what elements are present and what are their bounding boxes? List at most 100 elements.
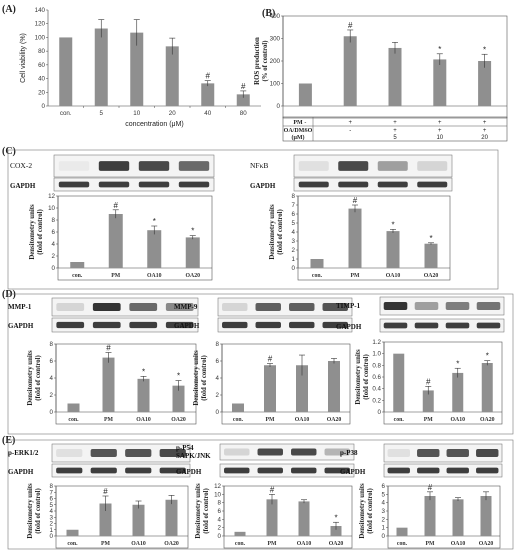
panel-label-a: (A) [2,4,16,15]
blot-d3-0 [379,296,505,316]
significance-mark-b-1: # [348,21,353,30]
panel-c-frame [7,149,499,290]
blot-c1-0 [53,154,215,178]
y-tick-label-e3-1: 1 [382,525,386,532]
y-axis-label-c2: Densitometry units [269,204,276,260]
y-tick-label-d3-1: 0.2 [372,397,381,404]
y-tick-label-e3-2: 2 [382,516,386,523]
blot-c2-1 [293,177,453,192]
bar-c2-3 [424,243,438,268]
chart-b: 0 100 200 300 400 ROS production (% of control… [254,13,508,141]
bar-e2-3 [330,526,342,536]
blot-band-c1-1-1 [98,181,130,188]
blot-band-c2-1-1 [338,181,369,188]
blot-d2-0 [217,297,353,317]
y-tick-label-d3-6: 1.2 [372,339,381,346]
y-axis-label-b: ROS production [254,37,261,85]
significance-mark-c2-3: * [429,234,432,243]
blot-e1-1 [51,463,191,478]
x-tick-label-e3-0: con. [397,541,408,547]
table-row-label-pm: PM [293,120,303,126]
chart-d2: MMP-9 GAPDH 0 2 4 6 8 Densitometry units (fold o… [174,297,353,425]
blot-band-c2-0-1 [338,161,369,171]
x-tick-label-c2-1: PM [350,273,360,279]
y-tick-label-d3-2: 0.4 [372,386,381,393]
blot-e1-0 [51,443,191,463]
bar-b-1 [343,36,357,106]
bar-c1-2 [147,230,162,268]
bar-d2-2 [296,365,308,412]
y-tick-label-c1-0: 0 [52,265,56,272]
table-cell-0-3: + [438,120,442,126]
y-tick-label-e2-5: 10 [214,491,221,498]
bar-d1-1 [102,357,115,412]
table-cell-0-0: - [304,120,306,126]
y-tick-label-b-1: 100 [270,81,281,88]
blot-d2-1 [217,317,353,333]
blot-band-e1-1-1 [90,467,117,474]
y-tick-label-e1-3: 3 [50,514,54,521]
blot-band-c2-1-0 [298,181,329,188]
bar-e1-3 [165,499,178,536]
bar-d2-0 [232,403,244,412]
blot-band-d1-0-3 [165,303,194,311]
blot-band-c1-0-3 [178,161,210,171]
y-tick-label-c2-0: 0 [292,265,296,272]
significance-mark-c1-2: * [153,217,156,226]
blot-band-e3-0-3 [476,449,499,457]
y-axis-label-d2-unit: (fold of control) [201,355,208,401]
blot-band-e1-0-0 [56,449,83,457]
y-tick-label-b-4: 400 [270,13,281,20]
y-tick-label-a-0: 0 [42,103,46,110]
x-tick-label-a-1: 5 [100,110,104,117]
bar-e2-2 [298,501,310,536]
bar-d1-2 [137,378,150,412]
blot-band-d1-1-0 [56,321,85,329]
x-tick-label-a-5: 80 [240,110,247,117]
y-tick-label-c2-1: 1 [292,256,296,263]
significance-mark-a-4: # [206,72,211,81]
blot-band-e1-0-1 [90,449,117,457]
y-tick-label-e2-0: 0 [218,533,222,540]
x-tick-label-e2-2: OA10 [297,541,312,547]
bar-e3-2 [452,499,464,536]
bar-c1-0 [70,262,85,268]
blot-band-d3-1-0 [383,322,408,329]
bar-a-2 [130,32,144,106]
significance-mark-d1-2: * [142,367,145,376]
blot-label-e1-0: p-ERK1/2 [8,449,39,457]
y-tick-label-e3-5: 5 [382,491,386,498]
table-row-label-um: (μM) [291,134,304,141]
bar-d3-3 [481,363,493,412]
y-axis-label-c1-unit: (fold of control) [37,209,44,255]
y-tick-label-b-3: 300 [270,36,281,43]
y-tick-label-e2-2: 4 [218,516,222,523]
table-cell-2-3: 10 [436,135,443,141]
blot-band-d2-0-3 [322,303,348,311]
x-tick-label-a-3: 20 [169,110,176,117]
blot-label-c1-1: GAPDH [10,182,36,190]
y-tick-label-d3-5: 1.0 [372,351,381,358]
blot-band-c2-0-3 [417,161,448,171]
blot-band-c2-1-2 [377,181,408,188]
bar-e3-0 [396,527,408,536]
table-cell-0-1: + [348,120,352,126]
y-tick-label-e3-3: 3 [382,508,386,515]
blot-band-e3-0-0 [387,449,410,457]
blot-band-c1-0-0 [58,161,90,171]
y-tick-label-c2-7: 7 [292,202,296,209]
x-tick-label-c1-3: OA20 [186,273,201,279]
significance-mark-d1-1: # [106,344,111,353]
blot-label-e3-0: p-P38 [340,449,358,457]
bar-e3-1 [424,496,436,536]
y-tick-label-a-4: 80 [38,48,45,55]
blot-band-c2-1-3 [417,181,448,188]
y-tick-label-d2-2: 4 [216,375,220,382]
bar-b-4 [478,61,492,106]
blot-band-d3-0-0 [383,302,408,310]
table-cell-1-3: + [438,128,442,134]
y-tick-label-c1-6: 12 [48,193,55,200]
x-axis-label-a: concentration (μM) [125,121,184,128]
x-tick-label-d3-1: PM [424,417,434,423]
